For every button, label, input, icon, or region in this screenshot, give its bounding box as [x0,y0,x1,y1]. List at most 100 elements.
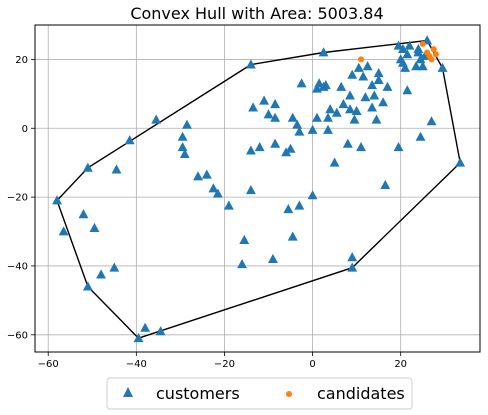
customers-point [208,183,219,193]
customers-point [283,204,294,214]
customers-point [371,114,382,124]
customers-point [270,138,281,148]
customers-point [323,124,333,134]
customers-point [362,61,373,71]
customers-point [254,142,265,152]
legend-label-candidates: candidates [317,384,405,403]
legend-marker-candidates [286,391,292,397]
customers-point [373,68,384,78]
customers-point [268,253,278,263]
customers-point [155,326,166,336]
customers-point [307,190,318,200]
customers-point [336,81,347,91]
customers-point [398,43,408,53]
customers-point [320,80,331,90]
candidates-point [358,56,365,63]
customers-point [259,95,269,105]
customers-point [270,99,281,109]
candidates-point [428,56,435,63]
customers-point [329,157,340,167]
customers-point [356,142,366,152]
customers-point [78,209,89,219]
customers-point [89,222,100,232]
candidates-point [419,40,426,47]
customers-point [437,62,448,72]
customers-point [270,112,281,122]
customers-point [109,262,120,272]
customers-point [402,49,413,59]
series-customers [52,35,466,343]
x-tick-label: 20 [394,359,407,370]
customers-point [415,131,426,141]
convex-hull [56,39,461,340]
customers-point [312,112,322,122]
customers-point [246,145,256,155]
customers-point [201,169,212,179]
plot-frame [34,24,481,353]
customers-point [296,78,307,88]
y-axis-ticks: −60 −40 −20 0 20 [7,55,35,341]
x-tick-label: −40 [126,359,147,370]
legend: customers candidates [106,377,413,410]
customers-point [287,112,298,122]
x-axis-ticks: −60 −40 −20 0 20 [38,352,407,370]
customers-point [239,234,250,244]
customers-point [281,147,292,157]
customers-point [347,69,358,79]
hull-line [56,39,461,340]
customers-point [246,59,256,69]
customers-point [331,107,342,117]
customers-point [248,102,258,112]
customers-point [369,90,380,100]
customers-point [338,99,349,109]
customers-point [417,61,428,71]
customers-point [52,195,62,205]
customers-point [179,148,190,158]
candidates-point [432,51,439,58]
customers-point [323,112,333,122]
customers-point [400,62,410,72]
customers-point [367,102,377,112]
customers-point [182,119,192,129]
customers-point [413,43,424,53]
customers-point [415,54,426,64]
customers-point [382,81,393,91]
y-tick-label: −60 [7,330,28,341]
customers-point [177,131,188,141]
customers-point [393,142,404,152]
customers-point [237,259,247,269]
customers-point [393,40,404,50]
customers-point [347,262,358,272]
customers-point [358,71,369,81]
y-tick-label: 20 [15,55,28,66]
customers-point [360,92,371,102]
customers-point [325,104,336,114]
customers-point [411,61,422,71]
customers-point [124,135,135,145]
customers-point [294,200,305,210]
legend-label-customers: customers [156,384,240,403]
customers-point [212,188,223,198]
x-tick-label: −20 [214,359,235,370]
customers-point [373,74,384,84]
customers-point [82,162,93,172]
customers-point [193,171,203,181]
customers-point [307,124,318,134]
customers-point [349,114,360,124]
customers-point [177,142,188,152]
customers-point [140,322,151,332]
customers-point [285,143,296,153]
customers-point [345,104,355,114]
customers-point [318,47,329,57]
customers-point [351,105,362,115]
customers-point [246,185,256,195]
customers-point [378,97,388,107]
customers-point [367,80,377,90]
y-tick-label: −40 [7,261,28,272]
customers-point [294,126,305,136]
y-tick-label: 0 [22,124,28,135]
candidates-point [430,46,437,53]
customers-point [287,231,298,241]
customers-point [380,179,391,189]
